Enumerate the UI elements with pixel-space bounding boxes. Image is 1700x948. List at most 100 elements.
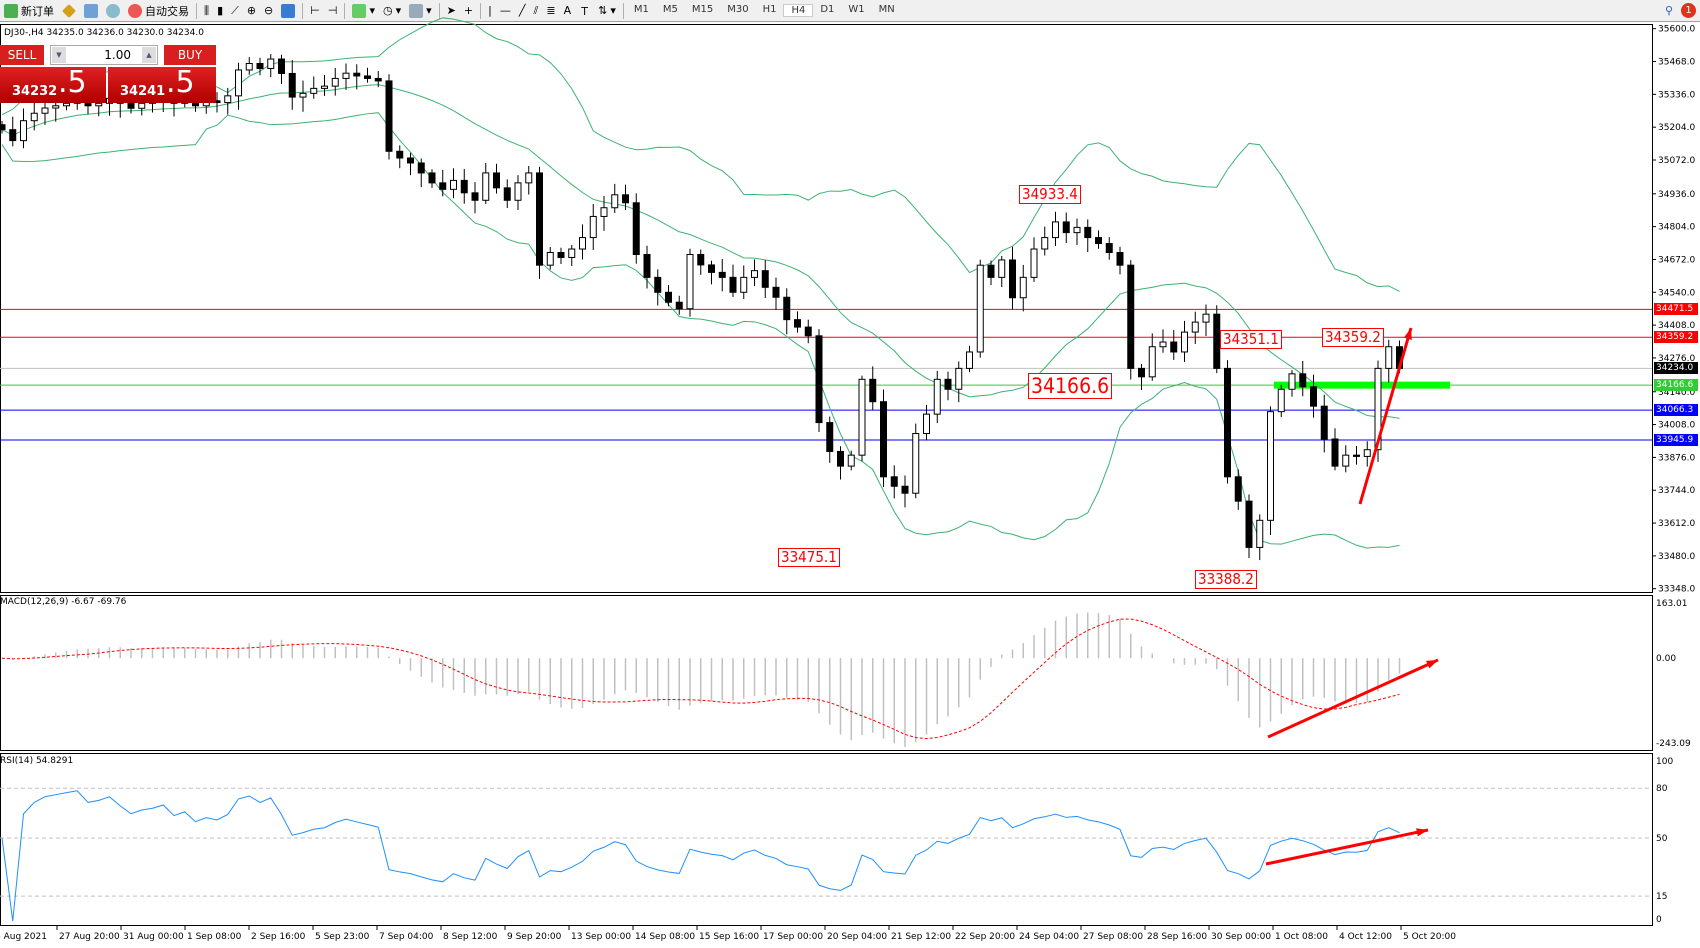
- candle[interactable]: [923, 404, 930, 441]
- candle[interactable]: [675, 295, 683, 315]
- candle[interactable]: [686, 248, 694, 317]
- candle[interactable]: [579, 224, 586, 260]
- candle[interactable]: [1267, 406, 1274, 535]
- text-button[interactable]: A: [560, 1, 576, 21]
- candle[interactable]: [1148, 333, 1156, 381]
- candle[interactable]: [30, 101, 38, 131]
- candle[interactable]: [1095, 230, 1102, 249]
- candle[interactable]: [890, 465, 898, 499]
- candle[interactable]: [1073, 218, 1081, 246]
- candle[interactable]: [407, 152, 414, 176]
- lot-increase[interactable]: ▲: [142, 47, 156, 63]
- timeframe-m15[interactable]: M15: [691, 4, 714, 15]
- candle[interactable]: [1159, 329, 1167, 353]
- timeframe-d1[interactable]: D1: [820, 4, 835, 15]
- candle[interactable]: [933, 370, 941, 424]
- candle[interactable]: [654, 269, 662, 306]
- candle[interactable]: [600, 196, 608, 231]
- tile-windows-button[interactable]: [277, 1, 299, 21]
- candle[interactable]: [1181, 320, 1188, 362]
- auto-trading-button[interactable]: 自动交易: [124, 1, 193, 21]
- candle[interactable]: [374, 70, 382, 88]
- buy-button[interactable]: BUY: [164, 45, 216, 65]
- candle[interactable]: [1191, 311, 1199, 345]
- candle[interactable]: [299, 80, 307, 112]
- autoscroll-button[interactable]: ⊢: [306, 1, 324, 21]
- candle[interactable]: [847, 450, 855, 471]
- candle[interactable]: [385, 74, 393, 160]
- candle[interactable]: [794, 311, 801, 333]
- candle[interactable]: [976, 259, 984, 358]
- candle[interactable]: [482, 162, 490, 205]
- candle[interactable]: [998, 255, 1006, 288]
- candle[interactable]: [718, 258, 726, 292]
- candle[interactable]: [525, 165, 533, 195]
- candle[interactable]: [955, 361, 963, 403]
- crosshair-button[interactable]: +: [460, 1, 477, 21]
- lot-input[interactable]: 1.00: [50, 45, 158, 65]
- candle[interactable]: [256, 57, 264, 76]
- candle[interactable]: [321, 74, 328, 96]
- candle[interactable]: [665, 285, 672, 307]
- candle[interactable]: [1202, 304, 1210, 337]
- timeframe-w1[interactable]: W1: [848, 4, 865, 15]
- candle[interactable]: [1353, 445, 1360, 465]
- candle[interactable]: [1277, 384, 1285, 418]
- fibonacci-button[interactable]: ≣: [542, 1, 559, 21]
- timeframe-h4[interactable]: H4: [783, 4, 814, 17]
- candle[interactable]: [439, 169, 447, 197]
- candle[interactable]: [622, 184, 629, 210]
- candle[interactable]: [546, 247, 554, 270]
- candle[interactable]: [417, 158, 425, 188]
- candle[interactable]: [224, 87, 232, 115]
- text-label-button[interactable]: Ｔ: [575, 1, 594, 21]
- candle[interactable]: [1019, 264, 1027, 312]
- candle[interactable]: [514, 175, 522, 210]
- vertical-line-button[interactable]: |: [484, 1, 496, 21]
- search-button[interactable]: ⚲: [1661, 1, 1677, 21]
- buy-price-button[interactable]: 34241.5: [108, 65, 216, 103]
- candle[interactable]: [450, 168, 457, 199]
- low-label[interactable]: 33388.2: [1195, 570, 1257, 589]
- candle[interactable]: [1127, 260, 1135, 380]
- candle[interactable]: [1116, 246, 1124, 275]
- candle[interactable]: [1213, 305, 1221, 374]
- candle[interactable]: [1299, 360, 1307, 397]
- candle[interactable]: [869, 366, 877, 410]
- candle[interactable]: [235, 62, 242, 110]
- candle[interactable]: [568, 245, 576, 266]
- candle[interactable]: [428, 169, 436, 188]
- candle[interactable]: [1310, 374, 1317, 418]
- line-chart-button[interactable]: ⟋: [227, 1, 243, 21]
- candle[interactable]: [1052, 211, 1059, 247]
- candle[interactable]: [1224, 360, 1231, 484]
- candle[interactable]: [1256, 514, 1264, 561]
- candle[interactable]: [783, 288, 791, 335]
- candle[interactable]: [0, 120, 6, 134]
- level-label[interactable]: 34351.1: [1220, 330, 1282, 349]
- periods-button[interactable]: ◷ ▾: [382, 4, 402, 17]
- candle[interactable]: [772, 277, 780, 310]
- candle[interactable]: [708, 260, 715, 285]
- cursor-button[interactable]: ➤: [443, 1, 460, 21]
- candle[interactable]: [1234, 469, 1242, 510]
- candle[interactable]: [1363, 441, 1371, 467]
- candle[interactable]: [729, 264, 737, 298]
- timeframe-m1[interactable]: M1: [633, 4, 649, 15]
- candle[interactable]: [353, 64, 361, 90]
- candle[interactable]: [751, 259, 758, 287]
- candle[interactable]: [1331, 428, 1339, 471]
- candle[interactable]: [503, 179, 511, 208]
- candle[interactable]: [901, 475, 909, 508]
- candle[interactable]: [1062, 212, 1070, 244]
- candle[interactable]: [1342, 445, 1350, 473]
- level-label[interactable]: 34359.2: [1322, 328, 1384, 347]
- timeframe-m5[interactable]: M5: [662, 4, 678, 15]
- candle[interactable]: [1084, 219, 1092, 253]
- lot-decrease[interactable]: ▼: [52, 47, 66, 63]
- candle[interactable]: [20, 108, 27, 149]
- sell-price-button[interactable]: 34232.5: [0, 65, 106, 103]
- candle[interactable]: [536, 166, 543, 279]
- horizontal-line-button[interactable]: —: [496, 1, 515, 21]
- notifications-button[interactable]: 1: [1677, 1, 1700, 21]
